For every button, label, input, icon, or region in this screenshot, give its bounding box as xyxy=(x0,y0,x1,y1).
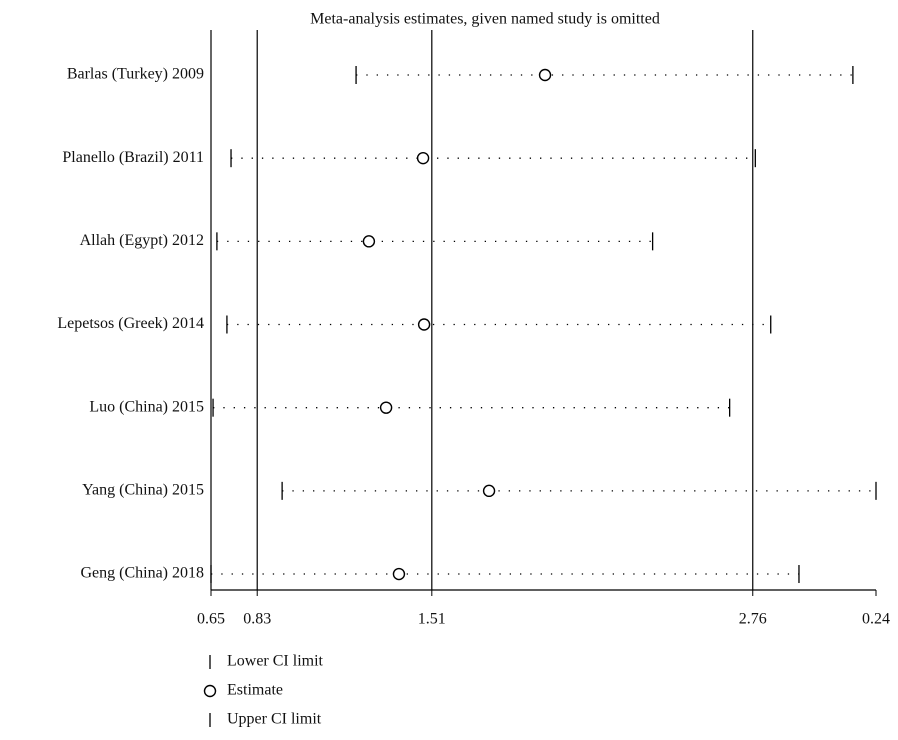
x-tick-label: 0.83 xyxy=(243,611,271,628)
estimate xyxy=(392,567,406,581)
estimate xyxy=(538,68,552,82)
x-tick-label: 0.24 xyxy=(862,611,890,628)
y-tick-label: Allah (Egypt) 2012 xyxy=(80,232,204,249)
y-tick-label: Geng (China) 2018 xyxy=(80,565,204,582)
y-tick-label: Planello (Brazil) 2011 xyxy=(62,149,204,166)
estimate xyxy=(362,235,376,248)
legend-marker xyxy=(203,684,217,698)
legend-label: Lower CI limit xyxy=(227,653,324,670)
estimate xyxy=(416,151,430,165)
y-tick-label: Lepetsos (Greek) 2014 xyxy=(57,315,204,332)
estimate xyxy=(482,484,496,498)
legend-label: Upper CI limit xyxy=(227,711,322,728)
legend-label: Estimate xyxy=(227,682,283,699)
estimate xyxy=(379,401,393,414)
y-tick-label: Luo (China) 2015 xyxy=(89,398,204,415)
y-tick-label: Yang (China) 2015 xyxy=(82,482,204,499)
estimate xyxy=(417,318,431,331)
chart-title: Meta-analysis estimates, given named stu… xyxy=(310,11,660,28)
x-tick-label: 0.65 xyxy=(197,611,225,628)
x-tick-label: 2.76 xyxy=(739,611,767,628)
y-tick-label: Barlas (Turkey) 2009 xyxy=(67,66,204,83)
x-tick-label: 1.51 xyxy=(418,611,446,628)
